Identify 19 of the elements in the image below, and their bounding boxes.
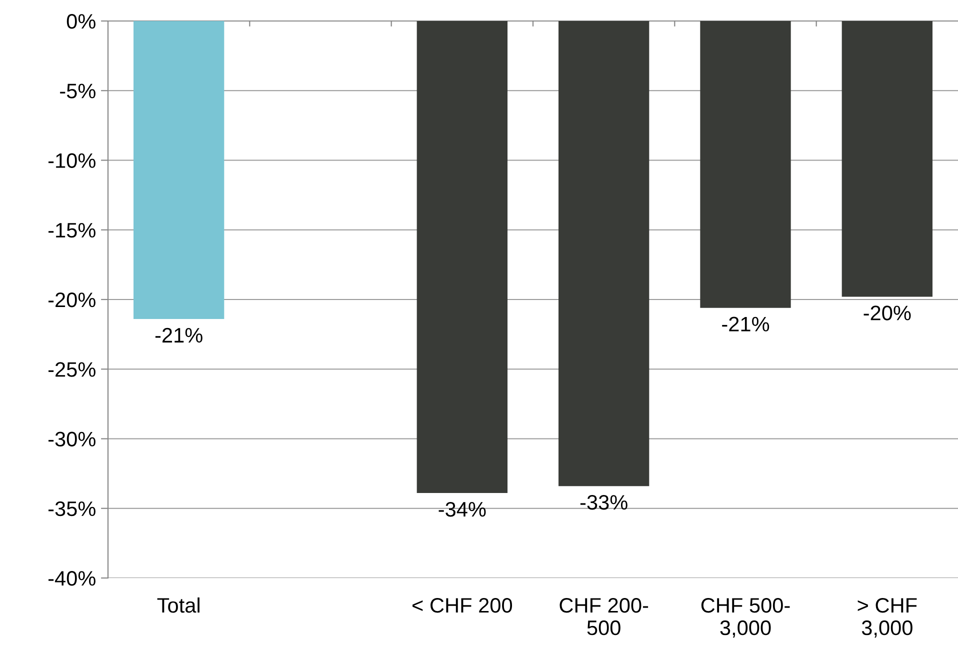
x-tick-label: CHF 500-3,000 [701, 598, 790, 638]
data-label: -21% [722, 316, 770, 332]
data-label: -34% [438, 502, 486, 517]
x-tick-label: CHF 200-500 [560, 598, 648, 636]
y-tick-label: -5% [60, 84, 96, 98]
y-tick-label: -20% [48, 292, 96, 308]
x-tick-label: < CHF 200 [412, 598, 512, 613]
y-tick-label: -10% [48, 153, 96, 168]
y-tick-label: -25% [48, 362, 96, 377]
x-tick-label: Total [157, 597, 200, 613]
y-tick-label: -30% [48, 432, 96, 447]
y-tick-label: 0% [66, 14, 96, 29]
data-label: -21% [155, 328, 202, 343]
y-tick-label: -15% [48, 222, 96, 238]
data-label: -33% [580, 495, 628, 510]
x-tick-label: > CHF 3,000 [858, 598, 917, 638]
y-tick-label: -40% [48, 571, 96, 586]
y-tick-label: -35% [48, 501, 96, 516]
data-label: -20% [864, 306, 911, 320]
